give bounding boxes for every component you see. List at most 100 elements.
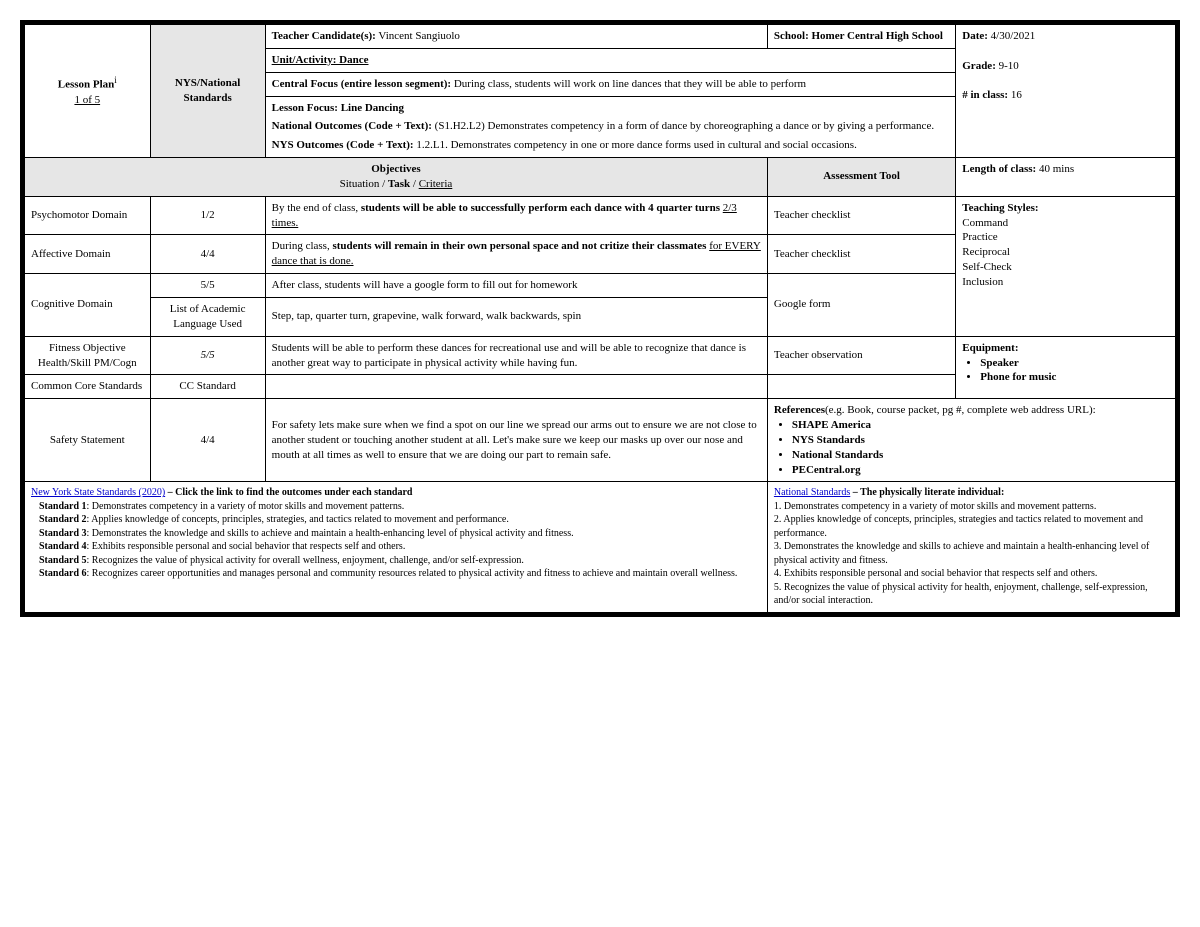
psychomotor-assessment: Teacher checklist <box>767 196 955 235</box>
cognitive-assessment: Google form <box>767 274 955 337</box>
cc-label: Common Core Standards <box>25 375 151 399</box>
nat-s2: 2. Applies knowledge of concepts, princi… <box>774 514 1143 539</box>
equipment-cell: Equipment: Speaker Phone for music <box>956 336 1176 399</box>
teacher-value: Vincent Sangiuolo <box>376 30 460 42</box>
academic-lang-label: List of Academic Language Used <box>150 297 265 336</box>
psych-bold: students will be able to successfully pe… <box>361 202 723 214</box>
footnote-mark: i <box>114 75 117 85</box>
std6-label: Standard 6 <box>39 568 87 579</box>
teaching-styles-label: Teaching Styles: <box>962 202 1038 214</box>
affective-score: 4/4 <box>150 235 265 274</box>
national-link-suffix: – The physically literate individual: <box>850 487 1004 498</box>
cognitive-label: Cognitive Domain <box>25 274 151 337</box>
school-cell: School: Homer Central High School <box>767 25 955 49</box>
unit-activity: Unit/Activity: Dance <box>265 48 956 72</box>
teacher-label: Teacher Candidate(s): <box>272 30 376 42</box>
teaching-style-1: Practice <box>962 231 997 243</box>
nys-standards-link[interactable]: New York State Standards (2020) <box>31 487 165 498</box>
inclass-value: 16 <box>1008 89 1022 101</box>
lesson-plan-cell: Lesson Plani 1 of 5 <box>25 25 151 158</box>
objectives-sub1: Situation / <box>340 178 388 190</box>
footer-right: National Standards – The physically lite… <box>767 482 1175 613</box>
date-label: Date: <box>962 30 988 42</box>
reference-1: NYS Standards <box>792 433 1169 448</box>
grade-value: 9-10 <box>996 60 1019 72</box>
nat-s3: 3. Demonstrates the knowledge and skills… <box>774 541 1149 566</box>
psychomotor-label: Psychomotor Domain <box>25 196 151 235</box>
equipment-label: Equipment: <box>962 342 1018 354</box>
teacher-cell: Teacher Candidate(s): Vincent Sangiuolo <box>265 25 767 49</box>
lesson-plan-number: 1 of 5 <box>74 94 100 106</box>
affective-label: Affective Domain <box>25 235 151 274</box>
references-cell: References(e.g. Book, course packet, pg … <box>767 399 1175 482</box>
psychomotor-objective: By the end of class, students will be ab… <box>265 196 767 235</box>
academic-lang-value: Step, tap, quarter turn, grapevine, walk… <box>265 297 767 336</box>
inclass-label: # in class: <box>962 89 1008 101</box>
cc-score: CC Standard <box>150 375 265 399</box>
national-outcomes-label: National Outcomes (Code + Text): <box>272 120 432 132</box>
central-focus: Central Focus (entire lesson segment): D… <box>265 72 956 96</box>
equipment-item-0: Speaker <box>980 356 1169 371</box>
safety-score: 4/4 <box>150 399 265 482</box>
date-value: 4/30/2021 <box>988 30 1035 42</box>
fitness-objective: Students will be able to perform these d… <box>265 336 767 375</box>
standards-header: NYS/National Standards <box>150 25 265 158</box>
grade-label: Grade: <box>962 60 996 72</box>
references-label: References <box>774 404 825 416</box>
assessment-header: Assessment Tool <box>767 158 955 197</box>
psychomotor-score: 1/2 <box>150 196 265 235</box>
length-value: 40 mins <box>1036 163 1074 175</box>
central-focus-label: Central Focus (entire lesson segment): <box>272 78 451 90</box>
fitness-assessment: Teacher observation <box>767 336 955 375</box>
objectives-sub2: Task <box>388 178 410 190</box>
teaching-style-0: Command <box>962 217 1008 229</box>
std6: : Recognizes career opportunities and ma… <box>87 568 738 579</box>
national-standards-link[interactable]: National Standards <box>774 487 850 498</box>
objectives-label: Objectives <box>371 163 420 175</box>
lesson-focus: Lesson Focus: Line Dancing <box>272 101 950 116</box>
teaching-styles-cell: Teaching Styles: Command Practice Recipr… <box>956 196 1176 336</box>
std3: : Demonstrates the knowledge and skills … <box>87 528 574 539</box>
psych-pre: By the end of class, <box>272 202 361 214</box>
nys-outcomes-value: 1.2.L1. Demonstrates competency in one o… <box>414 139 857 151</box>
objectives-header: Objectives Situation / Task / Criteria <box>25 158 768 197</box>
references-hint: (e.g. Book, course packet, pg #, complet… <box>825 404 1096 416</box>
length-label: Length of class: <box>962 163 1036 175</box>
nat-s1: 1. Demonstrates competency in a variety … <box>774 501 1096 512</box>
fitness-label: Fitness Objective Health/Skill PM/Cogn <box>25 336 151 375</box>
lesson-focus-cell: Lesson Focus: Line Dancing National Outc… <box>265 96 956 158</box>
safety-objective: For safety lets make sure when we find a… <box>265 399 767 482</box>
lesson-plan-label: Lesson Plan <box>58 79 115 91</box>
lesson-plan-table: Lesson Plani 1 of 5 NYS/National Standar… <box>20 20 1180 617</box>
reference-2: National Standards <box>792 448 1169 463</box>
national-outcomes-value: (S1.H2.L2) Demonstrates competency in a … <box>432 120 934 132</box>
std2: : Applies knowledge of concepts, princip… <box>87 514 509 525</box>
std3-label: Standard 3 <box>39 528 87 539</box>
footer-left: New York State Standards (2020) – Click … <box>25 482 768 613</box>
teaching-style-2: Reciprocal <box>962 246 1010 258</box>
teaching-style-4: Inclusion <box>962 276 1003 288</box>
safety-label: Safety Statement <box>25 399 151 482</box>
cognitive-score: 5/5 <box>150 274 265 298</box>
nat-s4: 4. Exhibits responsible personal and soc… <box>774 568 1098 579</box>
nys-outcomes-label: NYS Outcomes (Code + Text): <box>272 139 414 151</box>
aff-bold: students will remain in their own person… <box>332 240 709 252</box>
nys-link-suffix: – Click the link to find the outcomes un… <box>165 487 412 498</box>
std1-label: Standard 1 <box>39 501 87 512</box>
equipment-item-1: Phone for music <box>980 370 1169 385</box>
std1: : Demonstrates competency in a variety o… <box>87 501 405 512</box>
nat-s5: 5. Recognizes the value of physical acti… <box>774 582 1148 607</box>
length-cell: Length of class: 40 mins <box>956 158 1176 197</box>
central-focus-value: During class, students will work on line… <box>451 78 806 90</box>
objectives-sub3: / <box>410 178 419 190</box>
affective-assessment: Teacher checklist <box>767 235 955 274</box>
objectives-sub4: Criteria <box>419 178 453 190</box>
reference-3: PECentral.org <box>792 463 1169 478</box>
std4: : Exhibits responsible personal and soci… <box>87 541 406 552</box>
cognitive-objective: After class, students will have a google… <box>265 274 767 298</box>
affective-objective: During class, students will remain in th… <box>265 235 767 274</box>
fitness-score: 5/5 <box>150 336 265 375</box>
teaching-style-3: Self-Check <box>962 261 1011 273</box>
aff-pre: During class, <box>272 240 333 252</box>
std5: : Recognizes the value of physical activ… <box>87 555 524 566</box>
